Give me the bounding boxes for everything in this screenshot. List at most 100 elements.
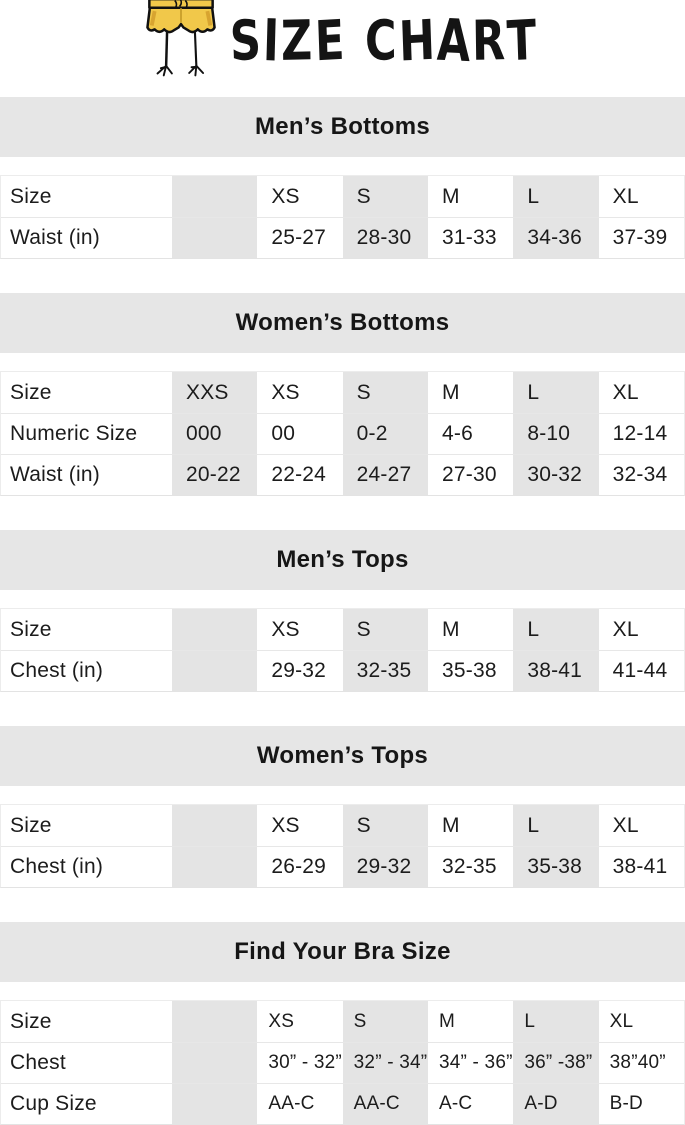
size-cell: XL xyxy=(612,813,639,837)
size-cell xyxy=(172,176,258,217)
section-header-bar: Men’s Bottoms xyxy=(0,97,685,157)
size-cell: S xyxy=(342,609,428,650)
size-cell xyxy=(172,846,258,887)
size-cell: XL xyxy=(612,617,639,641)
section-mens-tops: Men’s Tops Size XS S M L XL Chest (in) 29-32 32-… xyxy=(0,530,685,692)
section-title: Men’s Tops xyxy=(276,546,409,573)
size-cell: 35-38 xyxy=(513,846,599,887)
bra-size-table: Size XS S M L XL Chest 30” - 32” 32” - 34” 34” - … xyxy=(0,1000,685,1125)
mens-bottoms-table: Size XS S M L XL Waist (in) 25-27 28-30 31-33 34-3… xyxy=(0,175,685,259)
row-label: Chest xyxy=(1,1042,172,1083)
size-cell: A-D xyxy=(513,1083,599,1124)
size-cell xyxy=(172,1083,258,1124)
size-cell: XS xyxy=(271,617,300,641)
size-cell: 29-32 xyxy=(257,650,343,691)
size-cell: 30” - 32” xyxy=(257,1042,343,1083)
table-row: Chest (in) 29-32 32-35 35-38 38-41 41-44 xyxy=(1,650,684,691)
section-header-bar: Find Your Bra Size xyxy=(0,922,685,982)
section-bra-size: Find Your Bra Size Size XS S M L XL Chest 30” -… xyxy=(0,922,685,1125)
size-cell: M xyxy=(442,380,460,404)
section-header-bar: Women’s Bottoms xyxy=(0,293,685,353)
size-cell: 000 xyxy=(172,413,258,454)
size-cell: 4-6 xyxy=(428,413,514,454)
table-row: Size XS S M L XL xyxy=(1,805,684,846)
section-mens-bottoms: Men’s Bottoms Size XS S M L XL Waist (in) 25-27… xyxy=(0,97,685,259)
womens-bottoms-table: Size XXS XS S M L XL Numeric Size 000 00 0-2 4-6 8-1… xyxy=(0,371,685,496)
size-cell: 29-32 xyxy=(342,846,428,887)
logo-header: SIZE CHART xyxy=(0,0,685,86)
size-cell: 8-10 xyxy=(513,413,599,454)
table-row: Cup Size AA-C AA-C A-C A-D B-D xyxy=(1,1083,684,1124)
table-row: Size XXS XS S M L XL xyxy=(1,372,684,413)
size-cell: L xyxy=(513,609,599,650)
size-cell: S xyxy=(342,176,428,217)
size-cell xyxy=(172,609,258,650)
size-cell: 32” - 34” xyxy=(342,1042,428,1083)
mens-tops-table: Size XS S M L XL Chest (in) 29-32 32-35 35-38 38-4… xyxy=(0,608,685,692)
size-cell: 22-24 xyxy=(257,454,343,495)
size-cell: M xyxy=(442,617,460,641)
size-cell: 28-30 xyxy=(342,217,428,258)
size-cell: XL xyxy=(612,184,639,208)
size-cell: S xyxy=(342,1001,428,1042)
row-label: Numeric Size xyxy=(1,413,172,454)
size-cell: M xyxy=(442,813,460,837)
table-row: Waist (in) 25-27 28-30 31-33 34-36 37-39 xyxy=(1,217,684,258)
size-cell: S xyxy=(342,805,428,846)
row-label: Size xyxy=(10,813,52,837)
size-cell: XXS xyxy=(172,372,258,413)
row-label: Chest (in) xyxy=(1,650,172,691)
size-cell: 24-27 xyxy=(342,454,428,495)
section-title: Women’s Tops xyxy=(256,742,429,769)
section-header-bar: Men’s Tops xyxy=(0,530,685,590)
womens-tops-table: Size XS S M L XL Chest (in) 26-29 29-32 32-35 35-3… xyxy=(0,804,685,888)
size-cell: 34-36 xyxy=(513,217,599,258)
size-cell xyxy=(172,1042,258,1083)
row-label: Size xyxy=(10,380,52,404)
size-cell: 20-22 xyxy=(172,454,258,495)
size-cell: S xyxy=(342,372,428,413)
row-label: Chest (in) xyxy=(1,846,172,887)
row-label: Size xyxy=(10,1009,52,1033)
size-cell: 00 xyxy=(257,413,343,454)
table-row: Chest (in) 26-29 29-32 32-35 35-38 38-41 xyxy=(1,846,684,887)
size-cell xyxy=(172,805,258,846)
table-row: Size XS S M L XL xyxy=(1,176,684,217)
size-cell: AA-C xyxy=(257,1083,343,1124)
section-header-bar: Women’s Tops xyxy=(0,726,685,786)
size-cell: 32-34 xyxy=(598,454,684,495)
size-cell xyxy=(172,650,258,691)
section-title: Men’s Bottoms xyxy=(254,113,431,140)
size-cell: L xyxy=(513,1001,599,1042)
size-cell: 25-27 xyxy=(257,217,343,258)
size-cell: M xyxy=(439,1010,456,1032)
shorts-with-bird-legs-icon xyxy=(146,0,217,84)
section-womens-tops: Women’s Tops Size XS S M L XL Chest (in) 26-29 2… xyxy=(0,726,685,888)
row-label: Size xyxy=(10,617,52,641)
size-cell: 37-39 xyxy=(598,217,684,258)
size-cell: 32-35 xyxy=(342,650,428,691)
row-label: Cup Size xyxy=(1,1083,172,1124)
size-cell: XL xyxy=(609,1010,634,1032)
section-title: Find Your Bra Size xyxy=(234,938,451,965)
size-cell: AA-C xyxy=(342,1083,428,1124)
size-cell: L xyxy=(513,805,599,846)
size-cell: 38-41 xyxy=(513,650,599,691)
row-label: Waist (in) xyxy=(1,217,172,258)
table-row: Numeric Size 000 00 0-2 4-6 8-10 12-14 xyxy=(1,413,684,454)
table-row: Size XS S M L XL xyxy=(1,1001,684,1042)
size-cell: 31-33 xyxy=(428,217,514,258)
size-cell: 41-44 xyxy=(598,650,684,691)
size-cell: L xyxy=(513,176,599,217)
size-cell: XS xyxy=(271,813,300,837)
size-cell: 0-2 xyxy=(342,413,428,454)
size-cell: 36” -38” xyxy=(513,1042,599,1083)
size-cell: 38”40” xyxy=(598,1042,684,1083)
size-cell: 38-41 xyxy=(598,846,684,887)
size-cell: A-C xyxy=(428,1083,514,1124)
size-cell xyxy=(172,217,258,258)
table-row: Waist (in) 20-22 22-24 24-27 27-30 30-32 32-34 xyxy=(1,454,684,495)
size-cell: 27-30 xyxy=(428,454,514,495)
table-row: Size XS S M L XL xyxy=(1,609,684,650)
size-cell: XL xyxy=(612,380,639,404)
